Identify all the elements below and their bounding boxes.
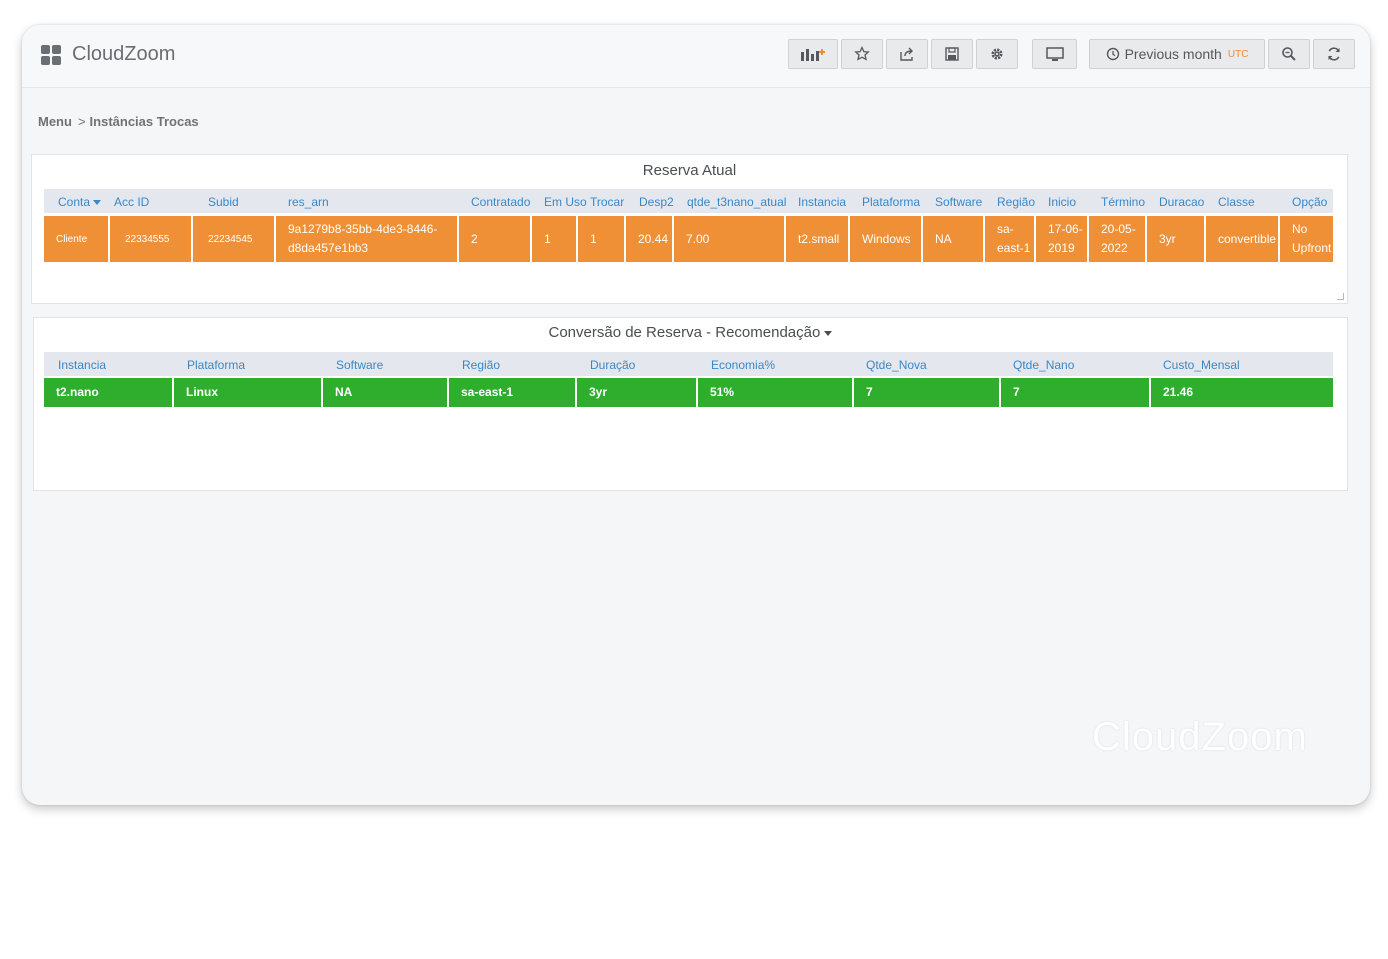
table-cell: Windows <box>850 216 921 262</box>
breadcrumb-separator: > <box>77 114 86 129</box>
column-header[interactable]: Custo_Mensal <box>1163 358 1240 372</box>
column-header[interactable]: Região <box>462 358 501 372</box>
table-header: Instancia Plataforma Software Região Dur… <box>44 352 1333 376</box>
resize-handle[interactable] <box>1337 293 1344 300</box>
share-button[interactable] <box>886 39 928 69</box>
column-header[interactable]: Trocar <box>590 195 625 209</box>
column-header[interactable]: Término <box>1101 195 1146 209</box>
table-cell: t2.small <box>786 216 848 262</box>
column-header[interactable]: res_arn <box>288 195 329 209</box>
table-cell: 22334555 <box>110 216 191 262</box>
table-cell: NA <box>323 378 447 407</box>
table-cell: 21.46 <box>1151 378 1333 407</box>
table-cell: convertible <box>1206 216 1278 262</box>
panel-title[interactable]: Reserva Atual <box>642 162 737 179</box>
add-panel-button[interactable] <box>788 39 838 69</box>
dashboard-window: CloudZoom Previous month UTC <box>22 25 1370 805</box>
save-button[interactable] <box>931 39 973 69</box>
column-header[interactable]: Plataforma <box>862 195 921 209</box>
time-range-picker[interactable]: Previous month UTC <box>1089 39 1265 69</box>
column-header[interactable]: Qtde_Nova <box>866 358 927 372</box>
table-cell: 7 <box>854 378 999 407</box>
star-icon <box>854 46 870 61</box>
table-cell: 1 <box>578 216 624 262</box>
table-cell: 7 <box>1001 378 1149 407</box>
app-title: CloudZoom <box>72 43 176 65</box>
column-header[interactable]: Plataforma <box>187 358 246 372</box>
column-header[interactable]: Instancia <box>798 195 847 209</box>
column-header[interactable]: Opção <box>1292 195 1328 209</box>
column-header[interactable]: Acc ID <box>114 195 150 209</box>
panel-title-dropdown[interactable]: Conversão de Reserva - Recomendação <box>34 324 1347 341</box>
table-cell: 7.00 <box>674 216 784 262</box>
table-cell: 51% <box>698 378 852 407</box>
column-header[interactable]: Subid <box>208 195 239 209</box>
table-cell: t2.nano <box>44 378 172 407</box>
table-cell: 9a1279b8-35bb-4de3-8446-d8da457e1bb3 <box>276 216 457 262</box>
add-panel-icon <box>801 49 825 61</box>
settings-button[interactable] <box>976 39 1018 69</box>
column-header[interactable]: Software <box>336 358 384 372</box>
zoom-out-icon <box>1282 47 1296 61</box>
top-navbar: CloudZoom Previous month UTC <box>22 25 1370 88</box>
refresh-icon <box>1328 47 1340 61</box>
breadcrumb: Menu > Instâncias Trocas <box>38 114 199 129</box>
table-cell: NA <box>923 216 983 262</box>
column-header[interactable]: Instancia <box>58 358 107 372</box>
column-header[interactable]: Duracao <box>1159 195 1205 209</box>
zoom-out-button[interactable] <box>1268 39 1310 69</box>
column-header-conta[interactable]: Conta <box>58 195 102 209</box>
column-header[interactable]: Software <box>935 195 983 209</box>
gear-icon <box>991 48 1003 60</box>
view-mode-button[interactable] <box>1032 39 1077 69</box>
brand[interactable]: CloudZoom <box>41 43 175 66</box>
table-cell: sa-east-1 <box>449 378 575 407</box>
dropdown-caret-icon <box>824 331 833 336</box>
column-header[interactable]: Contratado <box>471 195 531 209</box>
dashboard-grid-icon <box>41 44 61 65</box>
column-header[interactable]: Região <box>997 195 1036 209</box>
share-icon <box>900 47 913 61</box>
save-icon <box>945 47 959 61</box>
watermark-logo: CloudZoom <box>1092 715 1308 759</box>
clock-icon <box>1106 47 1119 61</box>
table-cell: Linux <box>174 378 321 407</box>
time-range-label: Previous month <box>1124 46 1222 62</box>
table-cell: 1 <box>532 216 576 262</box>
breadcrumb-root[interactable]: Menu <box>38 114 72 129</box>
column-header[interactable]: Duração <box>590 358 636 372</box>
table-cell: 17-06-2019 <box>1036 216 1087 262</box>
column-header[interactable]: Classe <box>1218 195 1255 209</box>
table-cell: Cliente <box>44 216 108 262</box>
table-header: Conta Acc ID Subid res_arn Contratado Em… <box>44 189 1333 213</box>
column-header[interactable]: Qtde_Nano <box>1013 358 1075 372</box>
panel-title: Conversão de Reserva - Recomendação <box>548 324 821 341</box>
column-header[interactable]: Economia% <box>711 358 776 372</box>
star-button[interactable] <box>841 39 883 69</box>
sort-caret-icon <box>93 200 102 205</box>
table-cell: 3yr <box>1147 216 1204 262</box>
table-cell: 20.44 <box>626 216 672 262</box>
table-cell: 3yr <box>577 378 696 407</box>
table-cell: sa-east-1 <box>985 216 1034 262</box>
timezone-label: UTC <box>1227 48 1249 60</box>
breadcrumb-current: Instâncias Trocas <box>89 114 199 129</box>
table-cell: 2 <box>459 216 530 262</box>
column-header[interactable]: Inicio <box>1048 195 1077 209</box>
column-header[interactable]: Desp2 <box>639 195 674 209</box>
column-header[interactable]: qtde_t3nano_atual <box>687 195 787 209</box>
column-header[interactable]: Em Uso <box>544 195 587 209</box>
table-cell: 22234545 <box>193 216 274 262</box>
monitor-icon <box>1045 47 1064 61</box>
refresh-button[interactable] <box>1313 39 1355 69</box>
table-cell: No Upfront <box>1280 216 1333 262</box>
table-cell: 20-05-2022 <box>1089 216 1145 262</box>
